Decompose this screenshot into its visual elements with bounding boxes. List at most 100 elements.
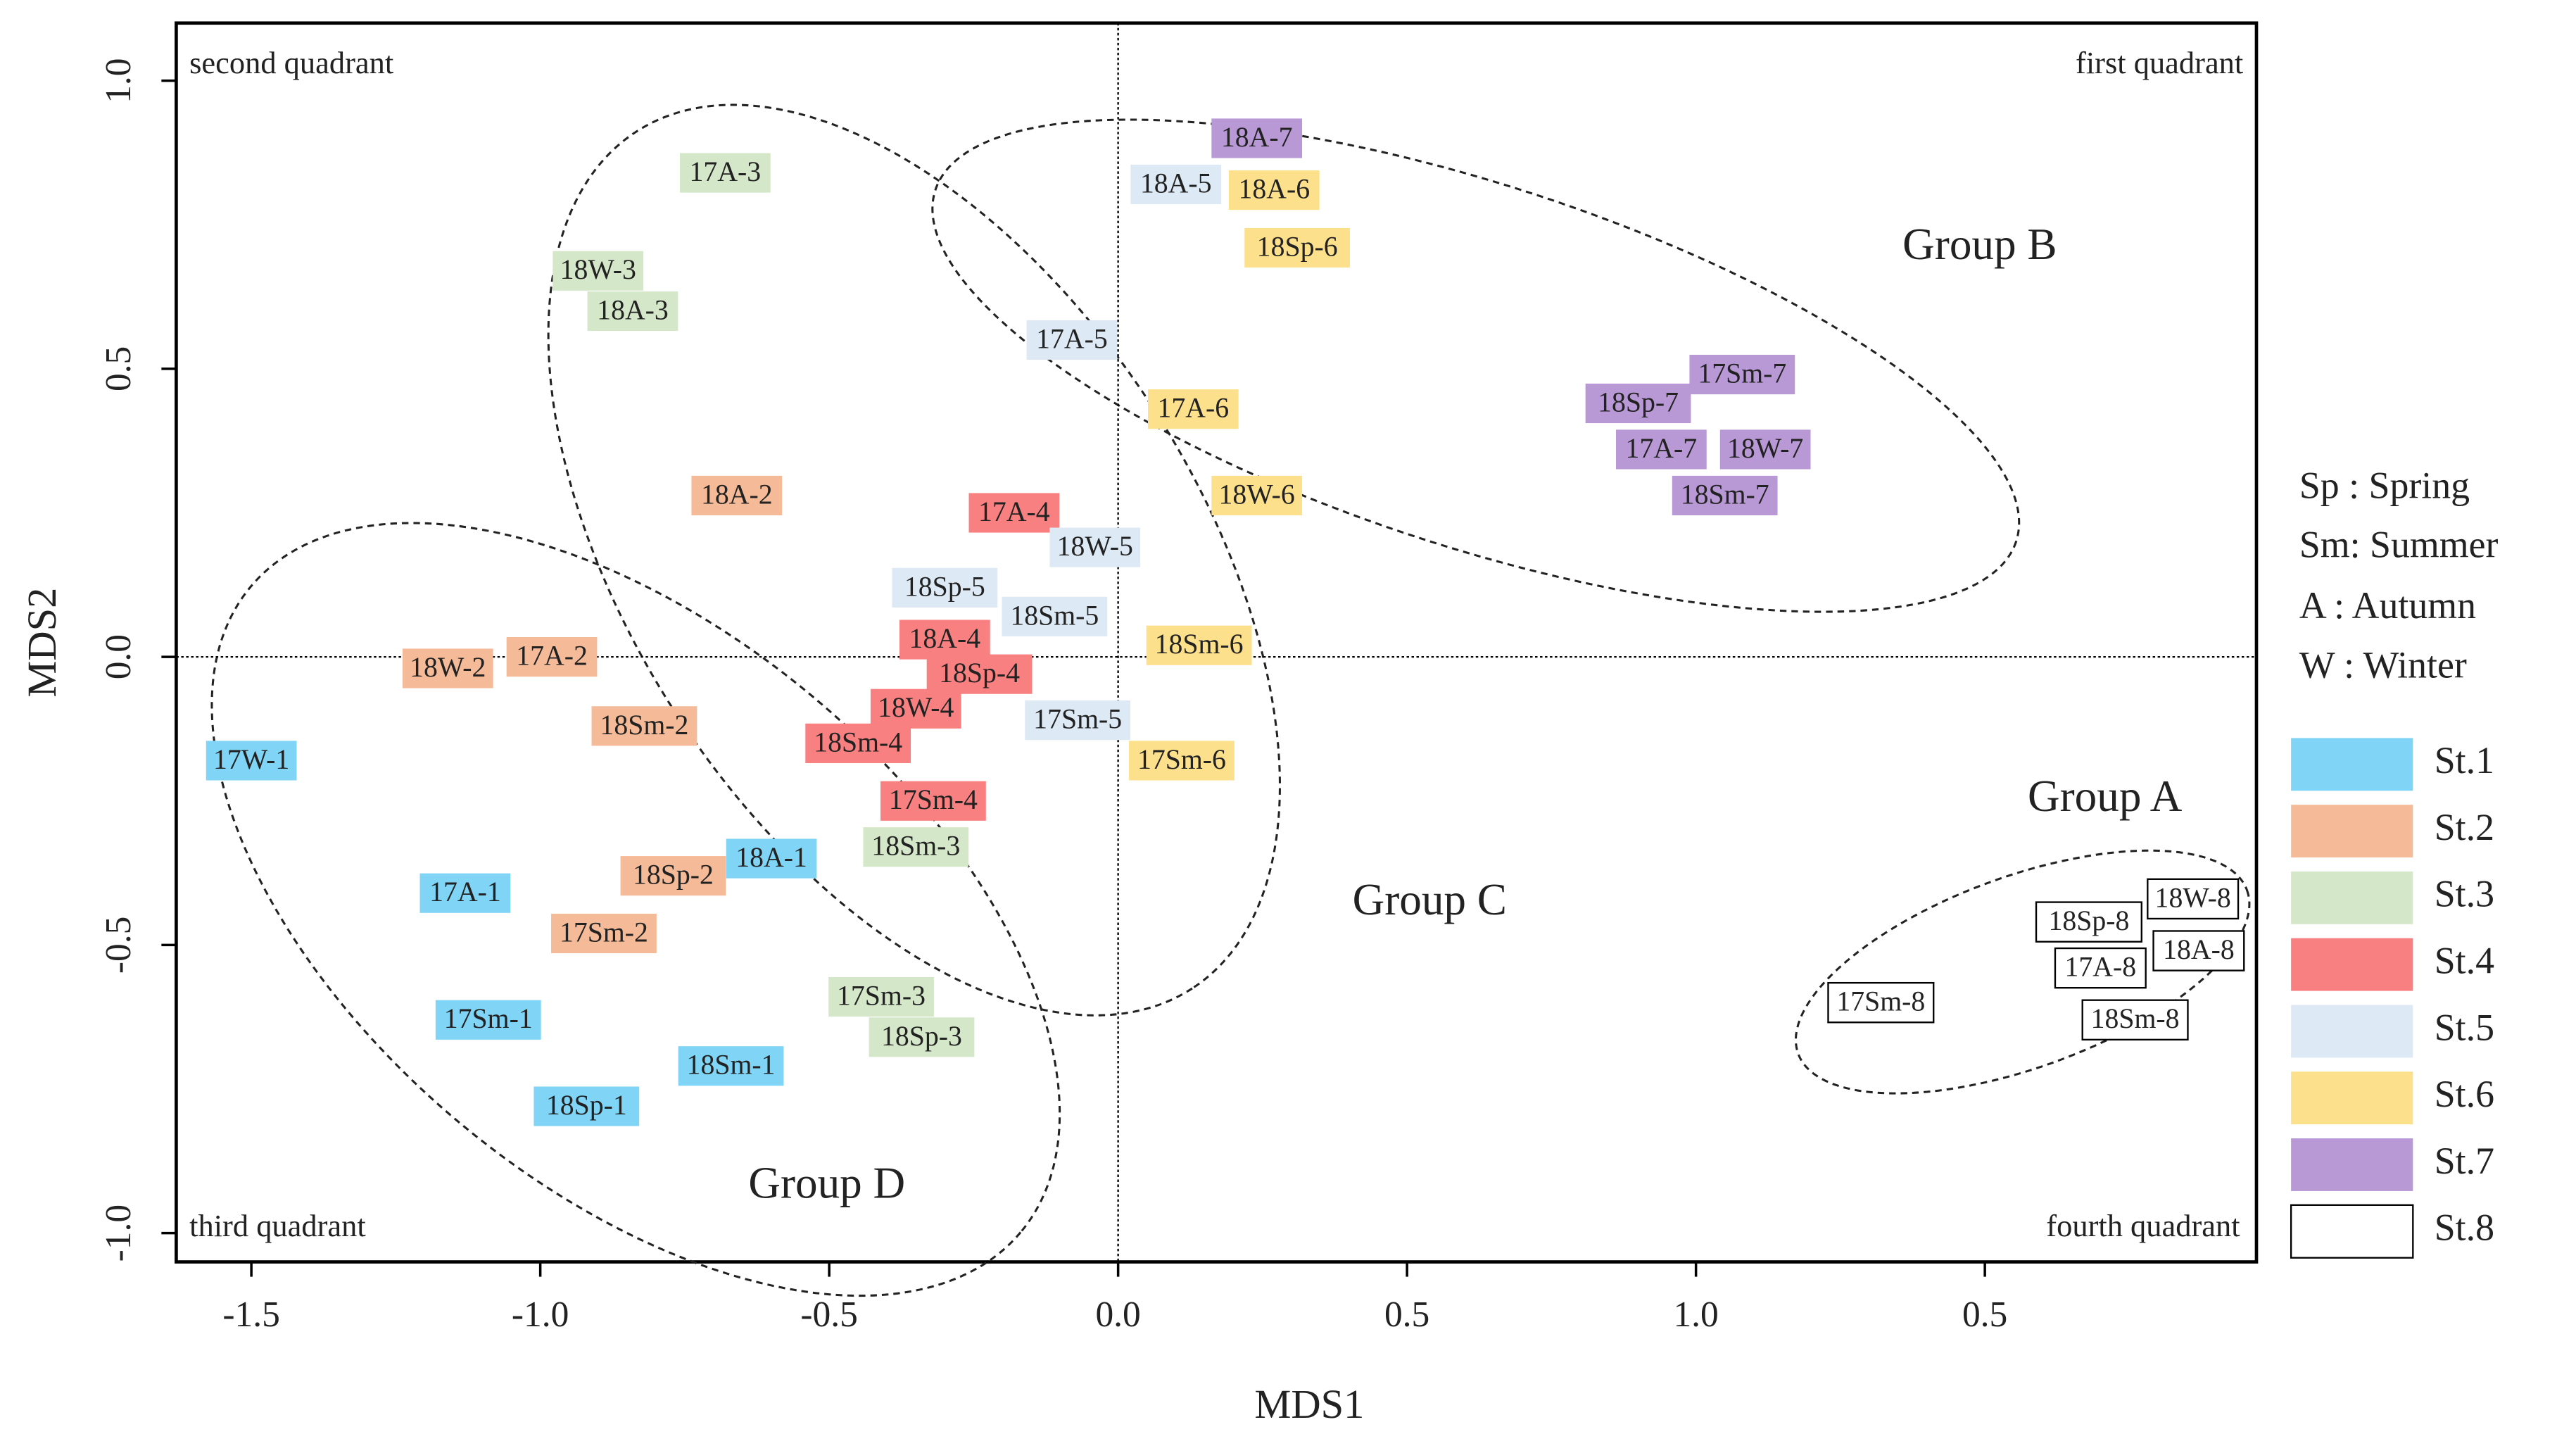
legend-swatch — [2291, 871, 2413, 924]
point: 17Sm-4 — [880, 781, 986, 821]
legend-swatch — [2291, 938, 2413, 991]
point-box — [1689, 354, 1795, 395]
point-box — [1148, 389, 1239, 429]
point: 18W-2 — [402, 648, 493, 688]
point: 17Sm-1 — [435, 1000, 541, 1040]
x-axis-label: MDS1 — [1254, 1381, 1364, 1427]
y-tick-label: -0.5 — [99, 917, 139, 974]
legend-note: Sp : Spring — [2299, 464, 2470, 506]
point-box — [435, 1000, 541, 1040]
point-box — [1146, 625, 1252, 665]
point-box — [1130, 164, 1222, 205]
point-label: 17Sm-1 — [444, 1003, 533, 1034]
point-box — [870, 688, 961, 729]
point: 18Sp-5 — [892, 567, 998, 608]
point-label: 17Sm-5 — [1033, 704, 1122, 735]
point: 17Sm-7 — [1689, 354, 1795, 395]
legend-swatch — [2290, 1204, 2414, 1259]
point-box — [880, 781, 986, 821]
point-label: 18W-8 — [2155, 882, 2231, 913]
point-box — [1585, 383, 1691, 424]
point-box — [587, 291, 678, 332]
legend-label: St.5 — [2435, 1006, 2494, 1048]
point: 18W-5 — [1049, 527, 1141, 567]
point-box — [968, 493, 1060, 533]
legend-swatch — [2291, 738, 2413, 791]
point-label: 17Sm-7 — [1698, 358, 1786, 389]
point: 18Sp-7 — [1585, 383, 1691, 424]
point: 18Sm-2 — [591, 706, 697, 746]
point-label: 17Sm-3 — [837, 980, 926, 1011]
point-box — [533, 1086, 640, 1126]
group-label: Group B — [1902, 220, 2057, 269]
point-box — [869, 1017, 975, 1057]
group-ellipses — [210, 103, 2251, 1297]
point-box — [1002, 596, 1108, 636]
y-axis-label: MDS2 — [19, 588, 65, 698]
legend-swatch — [2291, 805, 2413, 858]
point: 18Sm-4 — [805, 723, 911, 763]
legend-label: St.1 — [2435, 739, 2494, 781]
legend-note: W : Winter — [2299, 643, 2467, 686]
y-tick-label: 1.0 — [99, 58, 139, 103]
point-label: 18A-8 — [2163, 934, 2235, 965]
point: 18Sm-3 — [863, 827, 969, 867]
point-box — [828, 976, 934, 1017]
point: 18Sm-6 — [1146, 625, 1252, 665]
point-box — [892, 567, 998, 608]
point-label: 18A-6 — [1238, 174, 1310, 205]
point-label: 18A-3 — [597, 294, 669, 325]
point-label: 18Sm-8 — [2091, 1003, 2180, 1034]
point-box — [1672, 475, 1778, 516]
point: 17Sm-3 — [828, 976, 934, 1017]
group-label: Group D — [748, 1159, 905, 1208]
quadrant-label: fourth quadrant — [2046, 1208, 2240, 1243]
point-box — [2152, 930, 2245, 971]
point-box — [1049, 527, 1141, 567]
point: 18Sm-8 — [2081, 999, 2189, 1041]
point-box — [2081, 999, 2189, 1041]
point-label: 17Sm-4 — [889, 784, 978, 815]
point-label: 18Sm-5 — [1010, 600, 1099, 631]
point-label: 18Sp-6 — [1257, 231, 1338, 262]
point: 18W-3 — [553, 251, 644, 291]
point-label: 18A-7 — [1221, 122, 1293, 153]
point: 18A-6 — [1228, 170, 1320, 210]
legend-label: St.8 — [2435, 1207, 2494, 1249]
point-box — [402, 648, 493, 688]
legend-label: St.2 — [2435, 806, 2494, 848]
point-label: 18Sp-2 — [633, 860, 714, 891]
point-label: 18W-2 — [410, 652, 486, 683]
group-label: Group A — [2028, 772, 2183, 821]
quadrant-label: first quadrant — [2076, 45, 2244, 80]
point: 17Sm-6 — [1129, 741, 1235, 781]
point: 18Sp-1 — [533, 1086, 640, 1126]
point-label: 18Sp-3 — [881, 1021, 962, 1052]
point-label: 18Sm-7 — [1681, 479, 1769, 510]
point-label: 18W-7 — [1727, 433, 1803, 464]
point-label: 18A-5 — [1140, 168, 1212, 199]
point: 18A-8 — [2152, 930, 2245, 971]
point: 18A-4 — [899, 619, 990, 660]
plot-frame — [175, 21, 2259, 1264]
point-box — [863, 827, 969, 867]
point: 17A-3 — [680, 153, 771, 193]
x-tick-label: -0.5 — [800, 1295, 857, 1335]
legend-swatch — [2291, 1005, 2413, 1058]
point: 18Sp-3 — [869, 1017, 975, 1057]
point-label: 17A-4 — [978, 496, 1050, 527]
x-tick-label: 0.5 — [1384, 1295, 1429, 1335]
point-label: 18W-3 — [560, 254, 636, 285]
point-box — [899, 619, 990, 660]
point: 17A-1 — [419, 873, 511, 913]
point-label: 17Sm-8 — [1836, 986, 1925, 1017]
point-label: 17A-5 — [1036, 323, 1108, 354]
point: 17W-1 — [206, 741, 297, 781]
legend-swatch — [2291, 1071, 2413, 1125]
point: 18A-5 — [1130, 164, 1222, 205]
point: 18W-6 — [1211, 475, 1303, 516]
point-box — [1025, 700, 1131, 741]
point-label: 17A-3 — [690, 156, 762, 187]
point-label: 18Sm-6 — [1155, 629, 1244, 660]
